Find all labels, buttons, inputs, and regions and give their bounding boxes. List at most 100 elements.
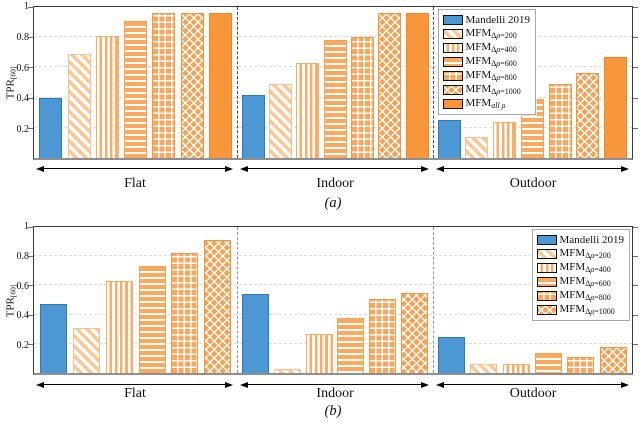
bar-d600-flat (138, 266, 166, 373)
y-tick-left (28, 314, 33, 316)
group-label-outdoor: Outdoor (509, 386, 557, 401)
bar-all-flat (208, 13, 232, 158)
bar-d1000-outdoor (576, 73, 600, 158)
arrow-line (444, 383, 621, 386)
arrow-line (444, 167, 621, 170)
arrow-line (44, 383, 225, 386)
legend-swatch-d200 (442, 29, 463, 39)
bar-d200-indoor (268, 84, 292, 158)
bar-d400-indoor (296, 62, 320, 158)
y-tick-left (28, 343, 33, 345)
bar-all-indoor (405, 13, 429, 158)
gridline (34, 36, 632, 38)
caption-a: (a) (324, 195, 342, 211)
group-span-arrow-outdoor (436, 381, 629, 388)
bar-d1000-flat (180, 13, 204, 158)
legend-swatch-blue (536, 235, 557, 245)
legend: Mandelli 2019 MFMΔρ=200 MFMΔρ=400 MFMΔρ=600… (531, 229, 630, 321)
legend-swatch-d1000 (536, 305, 557, 315)
bar-group-outdoor (433, 227, 632, 373)
legend-item-blue: Mandelli 2019 (536, 233, 624, 247)
bar-group-outdoor (433, 7, 632, 158)
legend-label: MFMΔρ=400 (559, 261, 611, 274)
caption-b: (b) (324, 403, 342, 419)
y-tick-label: 1 (24, 1, 29, 12)
legend-swatch-blue (442, 15, 463, 25)
arrowhead-right-icon (620, 381, 629, 388)
legend-label: MFMΔρ=600 (465, 55, 517, 68)
legend-item-d200: MFMΔρ=200 (536, 247, 624, 261)
bar-d600-flat (124, 20, 148, 158)
bar-d200-outdoor (470, 364, 498, 373)
y-tick-label: 0.4 (16, 310, 30, 322)
y-tick-left (28, 37, 33, 39)
group-label-indoor: Indoor (316, 176, 354, 191)
legend-item-blue: Mandelli 2019 (442, 13, 530, 27)
legend-swatch-d200 (536, 249, 557, 259)
bar-d400-outdoor (502, 364, 530, 373)
bar-d400-flat (105, 281, 133, 373)
y-tick-label: 0.4 (16, 93, 30, 105)
y-tick-label: 0.2 (16, 124, 30, 136)
gridline (34, 342, 632, 344)
bar-d400-outdoor (493, 121, 517, 158)
arrowhead-left-icon (436, 165, 445, 172)
bar-d200-outdoor (465, 136, 489, 158)
legend-label: MFMΔρ=1000 (465, 83, 521, 96)
legend-item-d200: MFMΔρ=200 (442, 27, 530, 41)
chart-b: (b) Mandelli 2019 MFMΔρ=200 MFMΔρ=400 MFMΔρ… (0, 215, 640, 429)
bar-blue-outdoor (438, 336, 466, 373)
bar-group-flat (34, 7, 237, 158)
y-tick-left (28, 127, 33, 129)
gridline (34, 284, 632, 286)
gridline (34, 313, 632, 315)
bar-blue-flat (39, 97, 63, 158)
bar-blue-outdoor (437, 120, 461, 158)
y-tick-label: 0.2 (16, 340, 30, 352)
y-tick-right (633, 285, 638, 287)
group-label-outdoor: Outdoor (509, 176, 557, 191)
y-tick-right (633, 67, 638, 69)
group-label-indoor: Indoor (316, 386, 354, 401)
bar-d800-flat (171, 253, 199, 373)
group-span-arrow-indoor (240, 165, 430, 172)
legend-label: MFMΔρ=1000 (559, 303, 615, 316)
y-tick-right (633, 37, 638, 39)
y-tick-right (633, 7, 638, 8)
bar-all-outdoor (604, 56, 628, 158)
arrowhead-right-icon (225, 381, 233, 388)
group-label-flat: Flat (124, 386, 146, 401)
arrow-line (44, 167, 225, 170)
legend-item-d1000: MFMΔρ=1000 (536, 303, 624, 317)
bar-d200-flat (67, 53, 91, 158)
y-tick-right (633, 314, 638, 316)
arrowhead-left-icon (36, 165, 44, 172)
bar-d800-outdoor (548, 84, 572, 158)
y-tick-right (633, 227, 638, 228)
arrowhead-left-icon (36, 381, 44, 388)
group-separator (237, 7, 239, 158)
bar-d200-indoor (273, 368, 301, 373)
y-tick-left (28, 67, 33, 69)
y-tick-left (28, 227, 33, 228)
legend-swatch-d600 (536, 277, 557, 287)
legend-item-d400: MFMΔρ=400 (536, 261, 624, 275)
y-tick-label: 0.8 (16, 250, 30, 262)
legend-label: Mandelli 2019 (559, 233, 624, 246)
y-axis-label: TPR[60] (4, 66, 18, 100)
bar-d1000-indoor (401, 292, 428, 373)
legend-label: MFMΔρ=600 (559, 275, 611, 288)
group-separator (237, 227, 239, 373)
bar-d600-outdoor (535, 352, 563, 373)
legend-item-all: MFMall ρ (442, 97, 530, 111)
y-tick-right (633, 256, 638, 258)
bar-group-indoor (237, 227, 433, 373)
bar-d600-indoor (323, 40, 347, 158)
legend-label: MFMall ρ (465, 97, 506, 110)
arrowhead-right-icon (620, 165, 629, 172)
gridline (34, 255, 632, 257)
bar-blue-flat (39, 304, 67, 373)
arrowhead-left-icon (240, 381, 248, 388)
group-span-arrow-flat (36, 165, 233, 172)
